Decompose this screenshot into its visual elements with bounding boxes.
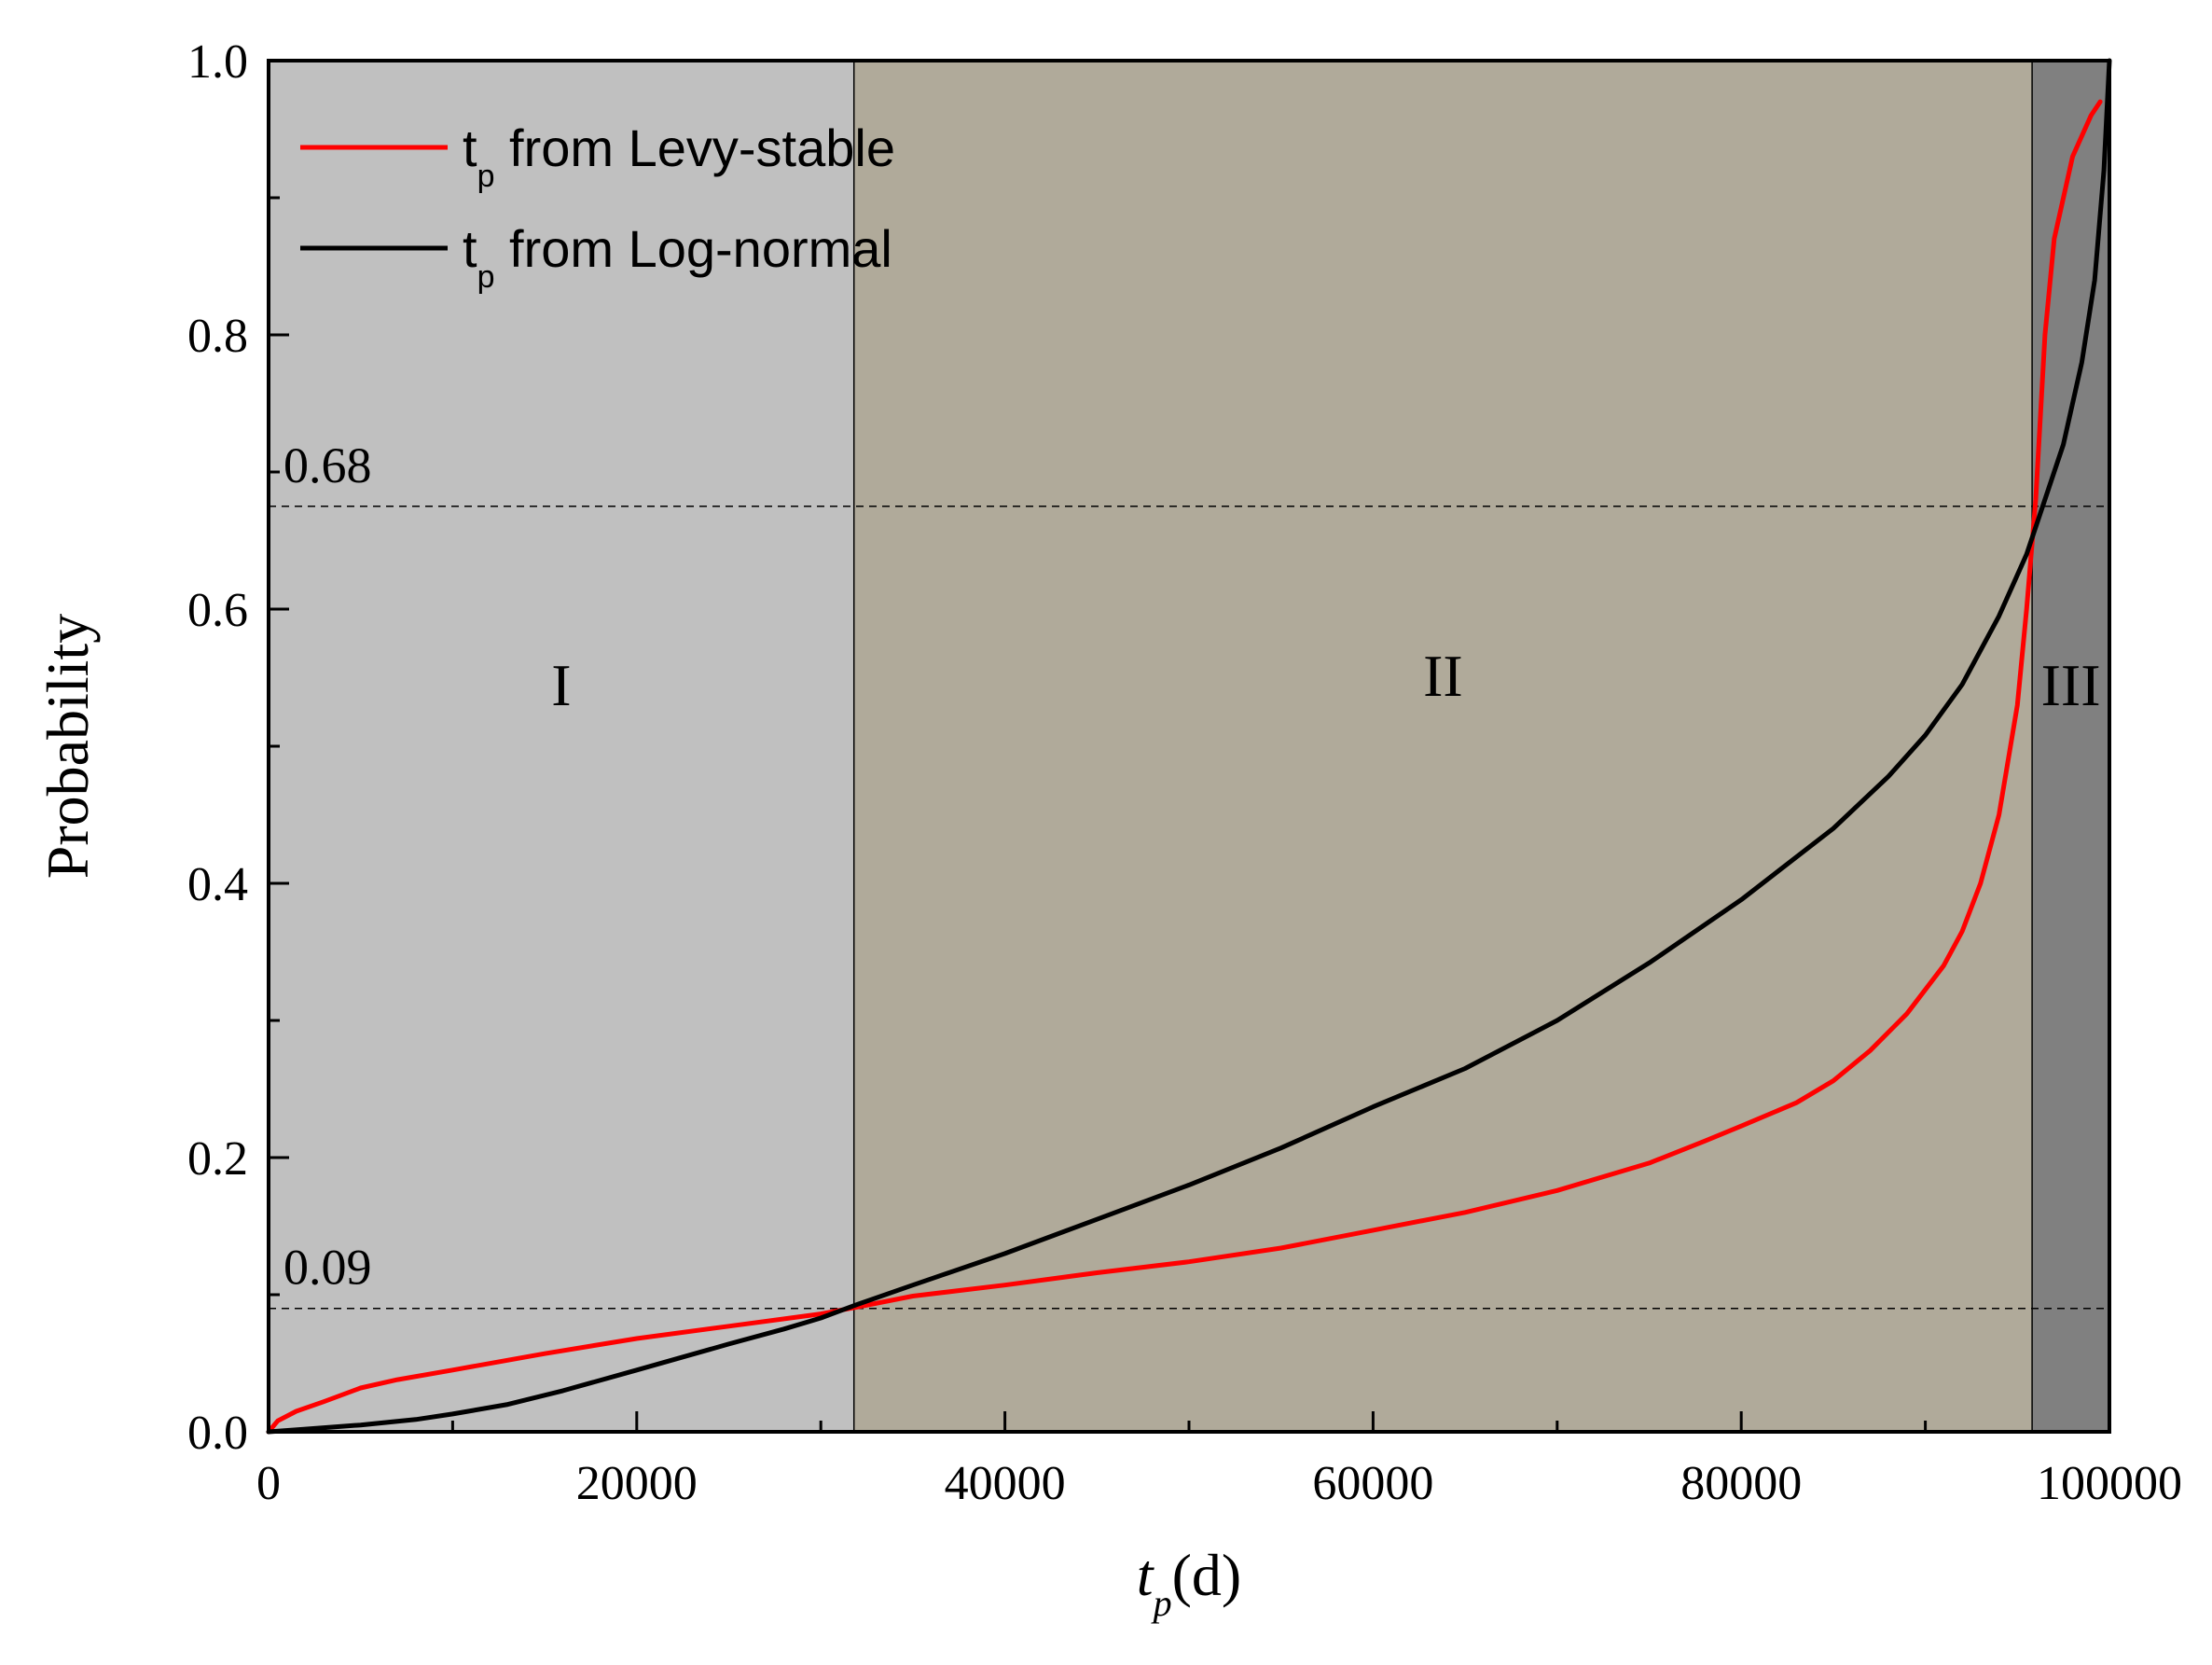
y-tick-label: 0.0 (187, 1407, 248, 1460)
reference-label-0.09: 0.09 (283, 1240, 372, 1296)
series-line-1 (266, 99, 2103, 1435)
reference-lines-group (269, 506, 2109, 1310)
x-tick-label: 80000 (1680, 1457, 1802, 1510)
y-tick-label: 0.8 (187, 310, 248, 363)
legend: tp from Levy-stable tp from Log-normal (300, 118, 895, 295)
region-1-band (269, 61, 854, 1432)
x-tick-label: 60000 (1312, 1457, 1433, 1510)
x-tick-label: 40000 (945, 1457, 1066, 1510)
regions-group (269, 61, 2109, 1432)
region-label-II: II (1423, 643, 1463, 709)
x-tick-label: 0 (256, 1457, 281, 1510)
y-tick-label: 0.2 (187, 1132, 248, 1186)
series-group (266, 58, 2112, 1435)
region-label-III: III (2041, 652, 2101, 718)
region-dividers-group (852, 61, 2033, 1432)
x-axis-title-sub: p (1151, 1582, 1172, 1624)
y-tick-label: 0.6 (187, 584, 248, 637)
reference-labels-group: 0.68 0.09 (283, 437, 372, 1296)
region-labels-group: I II III (551, 643, 2100, 718)
x-axis-title-suffix: (d) (1172, 1542, 1242, 1608)
region-3-band (2032, 61, 2109, 1432)
x-tick-label: 20000 (576, 1457, 698, 1510)
reference-label-0.68: 0.68 (283, 437, 372, 493)
region-label-I: I (551, 652, 571, 718)
tick-labels-group: 0 20000 40000 60000 80000 100000 0.0 0.2 0.4 0.6 0… (187, 35, 2182, 1510)
legend-entry-1: tp from Levy-stable (463, 118, 895, 194)
legend-entry-2: tp from Log-normal (463, 219, 892, 295)
x-axis-title: tp(d) (1137, 1542, 1241, 1624)
x-axis-title-main: t (1137, 1542, 1155, 1608)
x-tick-label: 100000 (2037, 1457, 2182, 1510)
series-line-2 (266, 58, 2112, 1435)
y-tick-label: 0.4 (187, 858, 248, 911)
ticks-group (267, 59, 2111, 1434)
region-2-band (853, 61, 2033, 1432)
y-axis-title: Probability (35, 614, 101, 879)
y-tick-label: 1.0 (187, 35, 248, 89)
